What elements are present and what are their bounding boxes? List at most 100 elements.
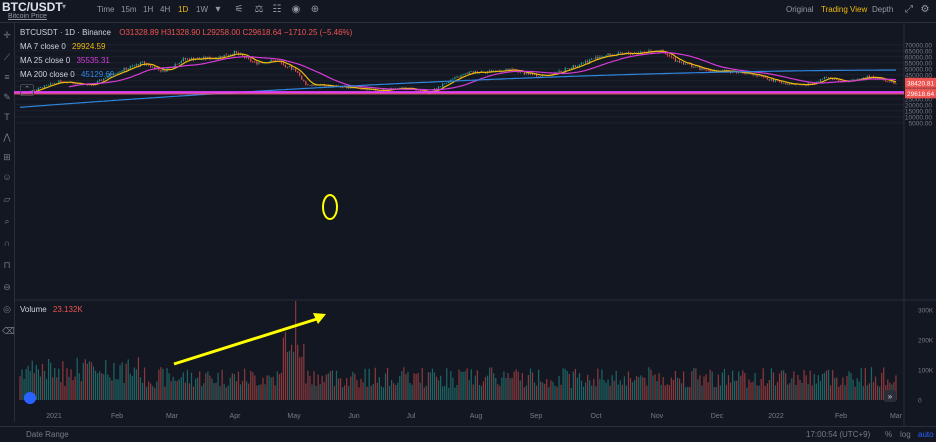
timeframe-1w[interactable]: 1W [196,5,208,14]
volume-bar [382,387,385,400]
add-icon[interactable]: ⊕ [310,4,320,15]
date-range-button[interactable]: Date Range [26,430,69,439]
candle-body [123,68,125,71]
candle-body [707,70,709,71]
crosshair-icon[interactable]: ✛ [3,30,11,40]
candle-body [135,64,137,66]
candle-body [834,78,836,80]
icons-icon[interactable]: ☺ [2,172,12,182]
volume-bar [615,370,617,400]
volume-bar [203,383,205,400]
trash-icon[interactable]: ⌫ [2,326,15,336]
price-chart[interactable]: 70000.0065000.0060000.0055000.0050000.00… [14,22,936,426]
volume-bar [729,382,732,400]
indicator-settings-icon[interactable]: ⚟ [234,4,244,15]
percent-toggle[interactable]: % [885,430,893,439]
volume-bar [756,385,758,400]
candle-body [587,60,589,63]
volume-bar [868,383,871,400]
volume-bar [509,378,511,400]
volume-bar [609,385,611,400]
trend-line-icon[interactable]: ⟋ [3,52,11,62]
volume-bar [640,375,642,400]
candle-body [470,71,472,73]
volume-bar [105,359,107,400]
auto-toggle[interactable]: auto [918,430,934,439]
screenshot-icon[interactable]: ◉ [291,4,301,15]
chart-type-icon[interactable]: ☷ [272,4,282,15]
volume-bar [546,378,548,400]
volume-bar [521,372,523,400]
view-original[interactable]: Original [786,5,814,14]
volume-bar [335,370,338,400]
text-icon[interactable]: T [4,112,10,122]
candle-body [670,56,672,58]
volume-bar [41,363,44,400]
volume-bar [656,381,658,400]
volume-bar [274,385,276,400]
volume-bar [307,370,309,400]
candle-body [584,60,587,63]
magnet-icon[interactable]: ∩ [3,238,11,248]
volume-bar [178,379,180,400]
volume-bar [711,371,713,400]
candle-body [47,84,50,86]
volume-bar [401,371,403,400]
view-depth[interactable]: Depth [872,5,894,14]
candle-body [221,55,223,58]
measure-icon[interactable]: ⊞ [3,152,11,162]
ruler-icon[interactable]: ▱ [3,194,11,204]
volume-bar [60,382,62,400]
zoom-icon[interactable]: ⌕ [4,216,10,226]
timeframe-1h[interactable]: 1H [143,5,154,14]
volume-bar [821,373,824,400]
candle-body [768,79,770,81]
symbol-title[interactable]: BTC/USDT [2,0,63,14]
timeframe-1d[interactable]: 1D [178,5,189,14]
view-trading-view[interactable]: Trading View [821,5,868,14]
log-toggle[interactable]: log [900,430,911,439]
volume-bar [766,383,768,400]
timeframe-time[interactable]: Time [97,5,115,14]
annotation-arrowhead[interactable] [313,313,326,324]
pattern-icon[interactable]: ⋀ [3,132,11,142]
candle-body [141,61,144,63]
logo-badge[interactable] [24,392,36,404]
volume-bar [101,373,103,400]
symbol-dropdown-icon[interactable]: ▾ [62,2,67,11]
settings-icon[interactable]: ⚙ [920,4,930,15]
candle-body [538,76,540,77]
candle-body [762,76,764,78]
candle-body [580,63,583,65]
volume-bar [21,369,23,400]
chevron-down-icon[interactable]: ▾ [215,4,221,15]
eye-icon[interactable]: ◎ [3,304,11,314]
symbol-subtitle[interactable]: Bitcoin Price [8,13,47,20]
candle-body [468,71,470,74]
lock-drawings-icon[interactable]: ⊖ [3,282,11,292]
volume-bar [444,385,446,400]
candle-body [595,56,597,59]
collapse-legend-icon[interactable]: ⌃ [20,84,34,96]
annotation-ellipse[interactable] [322,194,338,220]
volume-bar [213,382,215,400]
candle-body [603,56,605,57]
brush-icon[interactable]: ✎ [3,92,11,102]
annotation-arrow[interactable] [173,316,321,366]
compare-icon[interactable]: ⚖ [254,4,264,15]
volume-bar [674,370,677,400]
lock-icon[interactable]: ⊓ [3,260,11,270]
candle-body [419,90,421,92]
candle-body [109,73,111,77]
candle-body [54,83,56,84]
timeframe-4h[interactable]: 4H [160,5,171,14]
scroll-right-button[interactable] [884,390,896,402]
candle-body [560,70,562,73]
candle-body [446,83,448,84]
volume-bar [781,370,783,400]
volume-bar [819,381,822,400]
volume-bar [135,369,137,400]
fullscreen-icon[interactable]: ⤢ [905,4,913,15]
fib-icon[interactable]: ≡ [4,72,10,82]
timeframe-15m[interactable]: 15m [121,5,137,14]
